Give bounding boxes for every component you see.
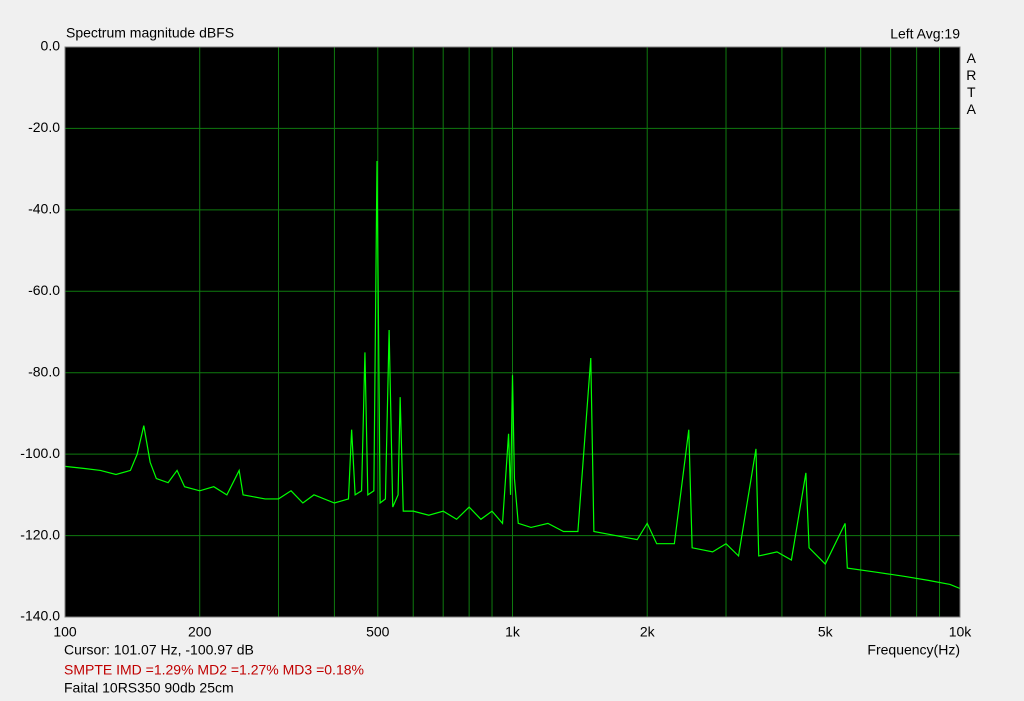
x-tick-label: 1k	[505, 624, 521, 640]
x-tick-label: 2k	[640, 624, 656, 640]
y-tick-label: 0.0	[41, 38, 61, 54]
side-label: ARTA	[963, 50, 979, 118]
header-right: Left Avg:19	[890, 26, 960, 42]
y-tick-label: -100.0	[20, 445, 60, 461]
y-tick-label: -80.0	[28, 363, 60, 379]
y-tick-label: -60.0	[28, 282, 60, 298]
x-tick-label: 100	[53, 624, 77, 640]
imd-readout: SMPTE IMD =1.29% MD2 =1.27% MD3 =0.18%	[64, 662, 364, 678]
y-tick-label: -120.0	[20, 526, 60, 542]
spectrum-line	[64, 160, 961, 590]
x-tick-label: 5k	[818, 624, 834, 640]
x-axis-label: Frequency(Hz)	[867, 642, 960, 658]
caption: Faital 10RS350 90db 25cm	[64, 680, 234, 696]
y-tick-label: -20.0	[28, 119, 60, 135]
cursor-readout: Cursor: 101.07 Hz, -100.97 dB	[64, 642, 254, 658]
chart-title: Spectrum magnitude dBFS	[66, 25, 234, 41]
x-tick-label: 10k	[949, 624, 973, 640]
y-tick-label: -140.0	[20, 608, 60, 624]
plot-border	[64, 46, 961, 618]
x-tick-label: 500	[366, 624, 390, 640]
x-tick-label: 200	[188, 624, 212, 640]
y-tick-label: -40.0	[28, 201, 60, 217]
